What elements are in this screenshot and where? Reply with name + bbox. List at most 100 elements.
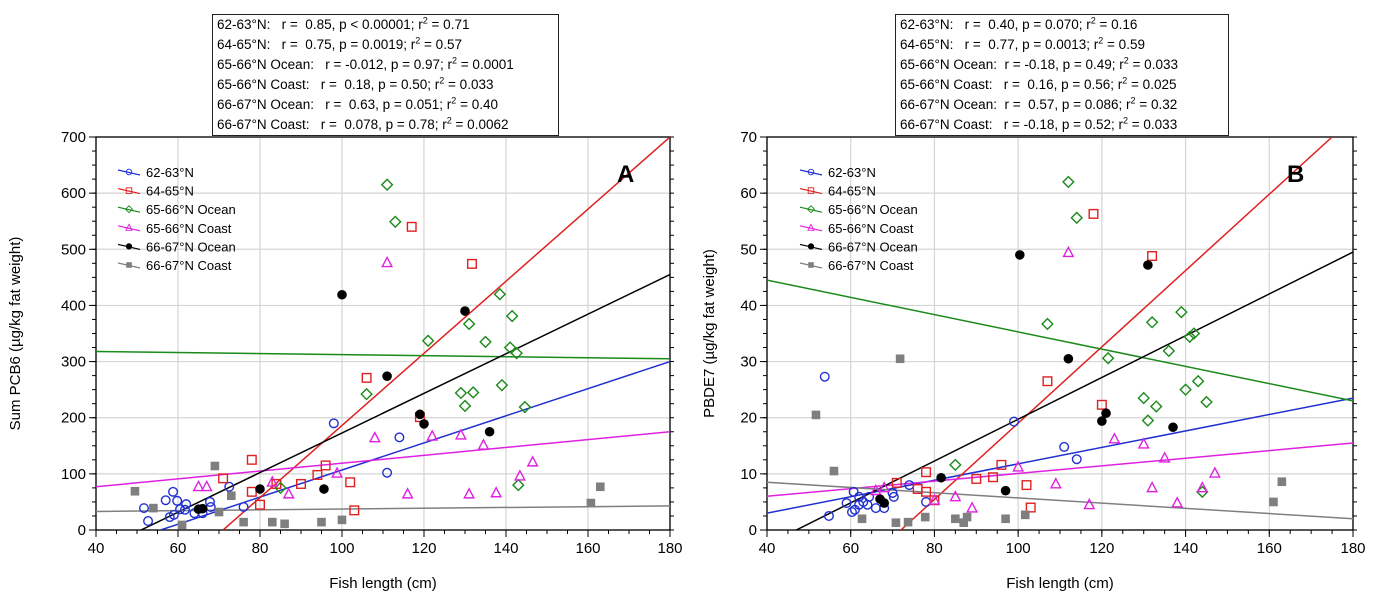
stats-value: = 0.57 <box>420 37 462 52</box>
data-point <box>1149 400 1163 413</box>
data-point <box>138 503 149 514</box>
data-point <box>811 410 821 420</box>
regression-line <box>140 273 670 530</box>
data-point <box>1200 395 1213 409</box>
stats-superscript: 2 <box>451 95 457 106</box>
data-point <box>1021 480 1032 491</box>
data-point <box>596 482 605 492</box>
data-point <box>1187 327 1201 340</box>
data-point <box>1269 497 1278 507</box>
series-65-66-n-ocean <box>274 178 532 495</box>
chart-panel-a: 40 60 80 100 120 140 160 180 0 100 200 300 400 500 600… <box>7 129 683 592</box>
stats-text: 62-63°N: r = 0.40, p = 0.070; r <box>900 17 1091 32</box>
legend-marker <box>126 262 132 268</box>
data-point <box>210 461 220 471</box>
data-point <box>380 178 394 192</box>
data-point <box>477 438 490 450</box>
y-axis-label: PBDE7 (µg/kg fat weight) <box>701 249 718 418</box>
data-point <box>1101 351 1115 365</box>
stats-superscript: 2 <box>422 15 428 26</box>
data-point <box>1143 260 1153 270</box>
data-point <box>1015 250 1025 260</box>
data-point <box>149 503 158 513</box>
data-point <box>1191 374 1205 388</box>
data-point <box>505 309 519 323</box>
data-point <box>495 378 509 392</box>
data-point <box>192 479 205 492</box>
stats-value: = 0.32 <box>1135 97 1178 112</box>
x-tick-label: 140 <box>1173 540 1198 557</box>
data-point <box>381 255 394 268</box>
data-point <box>586 498 596 508</box>
data-point <box>337 515 347 525</box>
data-point <box>345 477 356 488</box>
data-point <box>368 431 381 443</box>
data-point <box>936 472 946 483</box>
legend-marker <box>807 187 815 194</box>
series-65-66-n-coast <box>869 245 1221 513</box>
stats-text: 65-66°N Coast: r = 0.18, p = 0.50; r <box>217 77 440 92</box>
legend-marker <box>124 205 134 214</box>
legend-line <box>117 188 141 195</box>
data-point <box>1183 330 1197 344</box>
x-tick-label: 140 <box>493 540 518 557</box>
series-62-63-n <box>819 371 1082 521</box>
data-point <box>888 491 899 502</box>
stats-text: 66-67°N Ocean: r = 0.57, p = 0.086; r <box>900 97 1131 112</box>
regression-line <box>222 137 670 530</box>
data-point <box>415 409 425 420</box>
stats-line: 66-67°N Ocean: r = 0.63, p = 0.051; r2 =… <box>217 95 554 115</box>
data-point <box>513 469 526 481</box>
data-point <box>246 454 257 465</box>
data-point <box>1025 502 1036 513</box>
data-point <box>857 514 867 524</box>
legend-line <box>117 169 141 176</box>
data-point <box>962 512 972 522</box>
stats-superscript: 2 <box>1123 115 1129 126</box>
data-point <box>1062 245 1075 258</box>
stats-text: 64-65°N: r = 0.77, p = 0.0013; r <box>900 37 1099 52</box>
data-point <box>903 517 913 527</box>
data-point <box>1162 344 1176 358</box>
stats-line: 64-65°N: r = 0.75, p = 0.0019; r2 = 0.57 <box>217 35 554 55</box>
x-tick-label: 80 <box>252 540 269 557</box>
legend-line <box>799 169 823 176</box>
regression-line <box>767 397 1353 514</box>
stats-line: 66-67°N Ocean: r = 0.57, p = 0.086; r2 =… <box>900 95 1224 115</box>
stats-superscript: 2 <box>1130 95 1136 106</box>
plot-frame <box>766 136 1354 531</box>
data-point <box>454 428 467 440</box>
data-point <box>1088 208 1099 219</box>
x-tick-label: 120 <box>411 540 436 557</box>
data-point <box>218 473 229 484</box>
stats-value: = 0.033 <box>1128 117 1178 132</box>
data-point <box>1171 496 1184 508</box>
legend-marker <box>807 243 815 250</box>
data-point <box>1175 305 1188 319</box>
data-point <box>200 479 213 492</box>
x-tick-label: 80 <box>926 540 943 557</box>
stats-line: 66-67°N Coast: r = 0.078, p = 0.78; r2 =… <box>217 115 554 135</box>
y-tick-label: 400 <box>61 297 86 314</box>
plot-frame <box>95 136 671 531</box>
regression-line <box>900 137 1333 530</box>
stats-value: = 0.71 <box>427 17 470 32</box>
data-point <box>168 509 179 520</box>
stats-text: 65-66°N Ocean: r = -0.18, p = 0.49; r <box>900 57 1124 72</box>
data-point <box>921 467 932 478</box>
data-point <box>1179 383 1192 396</box>
y-tick-label: 60 <box>740 185 757 202</box>
data-point <box>949 490 962 502</box>
legend-line <box>799 188 823 195</box>
data-point <box>331 466 344 478</box>
data-point <box>255 484 265 494</box>
series-66-67-n-ocean <box>193 289 495 515</box>
stats-line: 65-66°N Ocean: r = -0.012, p = 0.97; r2 … <box>217 55 554 75</box>
regression-lines <box>767 137 1353 530</box>
legend-marker <box>806 205 816 214</box>
stats-box-a: 62-63°N: r = 0.85, p < 0.00001; r2 = 0.7… <box>212 14 559 136</box>
legend-label: 64-65°N <box>146 184 194 199</box>
data-point <box>841 498 852 509</box>
regression-line <box>96 431 670 488</box>
